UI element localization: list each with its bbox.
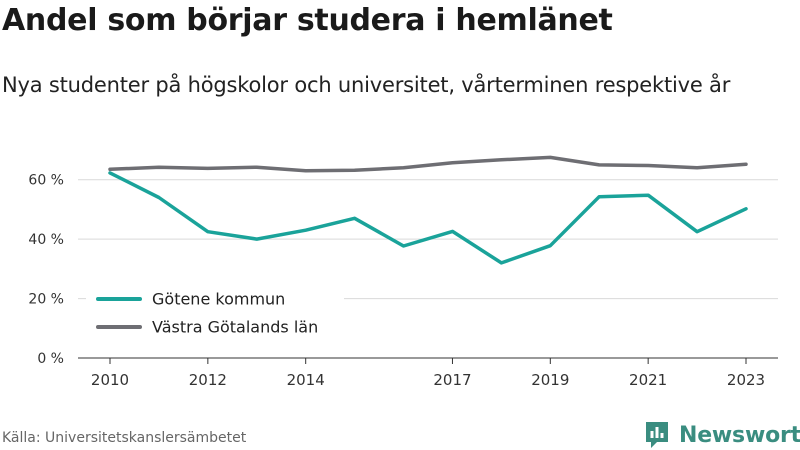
- legend-label: Västra Götalands län: [152, 318, 318, 337]
- legend-background: [86, 284, 344, 344]
- brand-name: Newsworthy: [679, 422, 800, 448]
- chart-title: Andel som börjar studera i hemlänet: [2, 3, 613, 38]
- y-tick-label: 20 %: [28, 292, 64, 308]
- x-axis: 2010 2012 2014 2017 2019 2021 2023: [78, 357, 778, 389]
- legend-label: Götene kommun: [152, 290, 285, 309]
- line-chart: 0 % 20 % 40 % 60 % 2010 2012 2014 2017 2019 2021…: [28, 155, 778, 389]
- x-tick-label: 2019: [531, 371, 569, 389]
- newsworthy-logo-icon: [646, 422, 668, 448]
- series-line-götene-kommun: [108, 171, 748, 265]
- chart-subtitle: Nya studenter på högskolor och universit…: [2, 73, 731, 97]
- series-line-västra-götalands-län: [108, 155, 748, 173]
- x-tick-label: 2017: [433, 371, 471, 389]
- legend: Götene kommun Västra Götalands län: [86, 284, 344, 344]
- x-tick-label: 2023: [727, 371, 765, 389]
- x-tick-label: 2014: [287, 371, 325, 389]
- y-tick-label: 0 %: [37, 351, 64, 367]
- x-tick-label: 2012: [189, 371, 227, 389]
- source-note: Källa: Universitetskanslersämbetet: [2, 430, 247, 446]
- brand-logo: Newsworthy: [644, 420, 800, 450]
- series-lines: [108, 155, 748, 265]
- y-tick-label: 60 %: [28, 173, 64, 189]
- y-tick-label: 40 %: [28, 232, 64, 248]
- y-axis-ticks: 0 % 20 % 40 % 60 %: [28, 173, 64, 367]
- x-tick-label: 2010: [91, 371, 129, 389]
- x-tick-label: 2021: [629, 371, 667, 389]
